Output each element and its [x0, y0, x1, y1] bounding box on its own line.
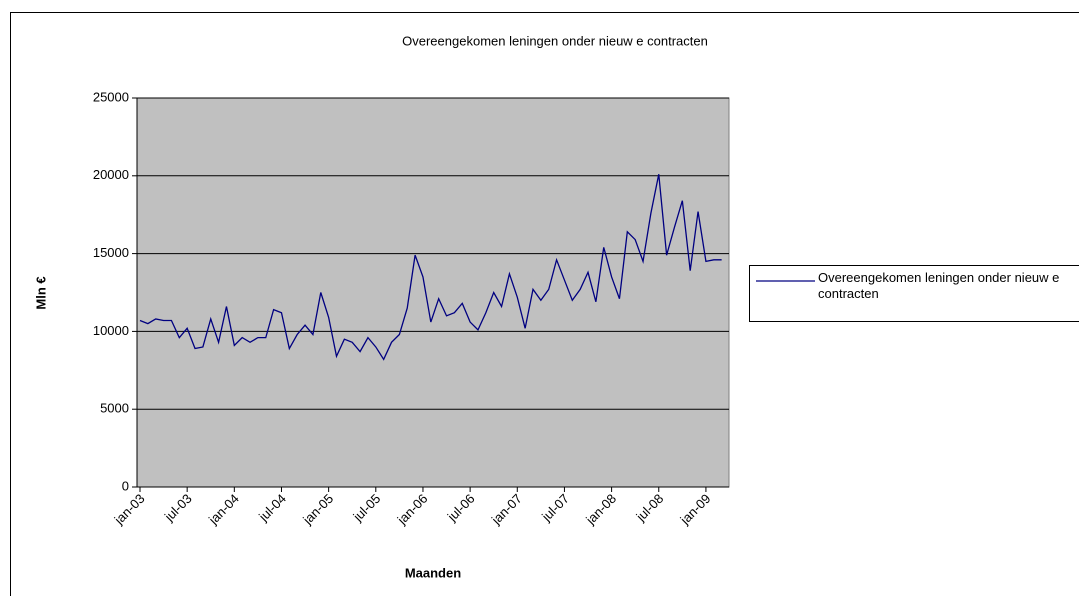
y-tick-label: 25000 [93, 89, 129, 104]
y-axis-label: Mln € [33, 276, 48, 309]
plot-area [136, 97, 730, 488]
legend-label: Overeengekomen leningen onder nieuw e co… [818, 270, 1060, 301]
y-tick-label: 5000 [100, 401, 129, 416]
data-line [139, 174, 722, 361]
y-tick-label: 0 [122, 478, 129, 493]
y-tick-label: 15000 [93, 245, 129, 260]
y-tick-label: 20000 [93, 167, 129, 182]
legend-box [749, 265, 1079, 322]
x-axis-label: Maanden [405, 565, 461, 580]
chart-title: Overeengekomen leningen onder nieuw e co… [402, 33, 708, 48]
y-tick-label: 10000 [93, 323, 129, 338]
